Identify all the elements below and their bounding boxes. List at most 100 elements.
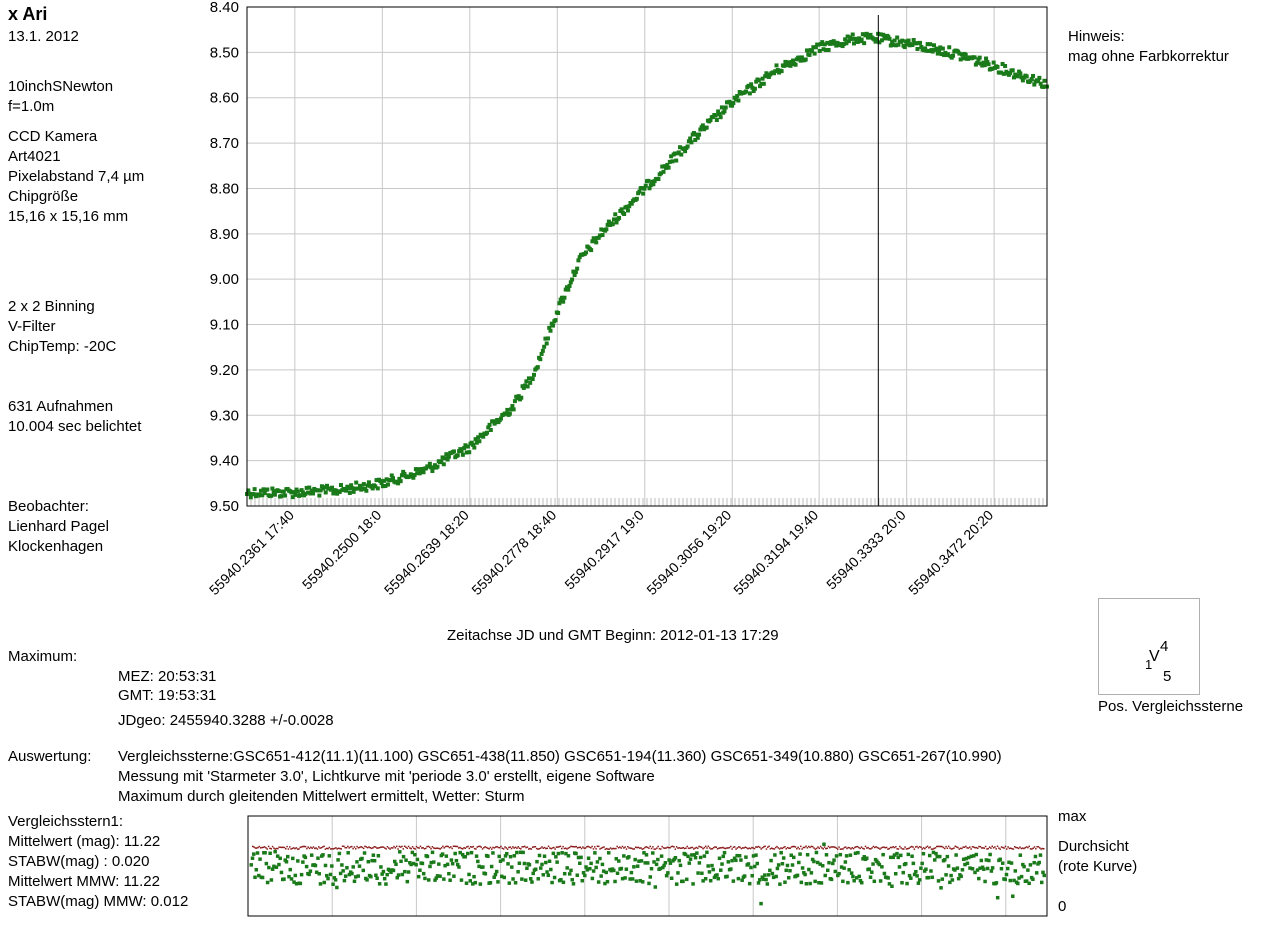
transparency-point	[521, 846, 523, 848]
data-point	[730, 103, 735, 108]
transparency-point	[756, 846, 758, 848]
comparison-point	[938, 854, 942, 859]
transparency-point	[825, 847, 827, 850]
y-tick-label: 9.50	[210, 498, 239, 515]
comparison-point	[400, 872, 405, 877]
data-point	[590, 239, 595, 244]
transparency-point	[726, 847, 728, 849]
data-point	[344, 488, 349, 493]
comparison-point	[867, 867, 872, 871]
comparison-point	[700, 871, 704, 876]
comparison-point	[560, 851, 564, 855]
data-point	[999, 70, 1004, 75]
transparency-point	[922, 847, 925, 849]
comparison-point	[502, 875, 507, 880]
comparison-point	[799, 880, 804, 885]
transparency-point	[978, 845, 980, 848]
transparency-point	[357, 847, 360, 849]
transparency-point	[658, 847, 661, 850]
transparency-point	[930, 848, 933, 850]
transparency-point	[973, 846, 975, 848]
comparison-point	[619, 866, 624, 871]
transparency-point	[254, 847, 257, 849]
evaluation-title: Auswertung:	[8, 748, 92, 765]
transparency-point	[628, 847, 630, 849]
data-point	[528, 380, 533, 385]
comparison-point	[323, 863, 328, 868]
transparency-point	[942, 846, 945, 849]
maximum-mez: MEZ: 20:53:31	[118, 668, 217, 685]
data-point	[811, 45, 816, 50]
transparency-point	[491, 848, 493, 850]
comparison-point	[615, 871, 620, 876]
data-point	[322, 485, 327, 490]
transparency-point	[764, 845, 766, 848]
data-point	[1036, 79, 1041, 84]
transparency-point	[570, 845, 572, 848]
data-point	[289, 490, 294, 495]
comparison-point	[307, 872, 311, 877]
transparency-point	[533, 846, 535, 848]
y-tick-label: 8.70	[210, 135, 239, 152]
data-point	[756, 78, 761, 83]
transparency-point	[899, 845, 901, 848]
comparison-point	[872, 879, 877, 884]
comparison-point	[744, 855, 748, 859]
comparison-point	[994, 881, 999, 885]
transparency-point	[430, 848, 432, 850]
comparison-point	[434, 876, 439, 880]
transparency-point	[641, 848, 644, 850]
comparison-point	[384, 882, 388, 886]
data-point	[350, 486, 355, 491]
comparison-point	[663, 861, 668, 865]
data-point	[269, 493, 274, 498]
comparison-point	[264, 861, 269, 866]
comparison-point	[917, 878, 922, 882]
camera-line-1: CCD Kamera	[8, 128, 98, 145]
data-point	[584, 250, 589, 255]
comparison-point	[598, 856, 602, 861]
transparency-point	[636, 846, 638, 849]
data-point	[718, 115, 723, 120]
transparency-point	[718, 847, 720, 850]
transparency-point	[909, 846, 912, 848]
transparency-point	[522, 846, 525, 848]
comparison-point	[414, 862, 418, 867]
transparency-point	[667, 846, 670, 849]
comparison-point	[527, 863, 532, 867]
comparison-point	[327, 854, 332, 858]
comparison-point	[887, 882, 892, 886]
transparency-point	[987, 847, 990, 850]
data-point	[561, 299, 566, 304]
comparison-point	[661, 865, 665, 870]
comparison-point	[649, 866, 654, 871]
transparency-point	[727, 847, 729, 849]
data-point	[791, 58, 796, 63]
data-point	[509, 407, 514, 412]
data-point	[822, 42, 827, 47]
transparency-point	[484, 846, 486, 848]
comparison-point	[890, 884, 894, 889]
comparison-point	[444, 854, 449, 858]
transparency-point	[323, 845, 325, 848]
data-point	[351, 489, 356, 494]
transparency-point	[983, 847, 986, 849]
transparency-point	[282, 846, 284, 849]
note-title: Hinweis:	[1068, 28, 1125, 45]
transparency-point	[904, 846, 906, 848]
comparison-point	[1031, 877, 1035, 881]
transparency-point	[859, 847, 861, 850]
comparison-point	[518, 850, 523, 855]
transparency-point	[798, 848, 801, 850]
comparison-point	[792, 855, 796, 860]
transparency-point	[697, 847, 699, 849]
data-point	[918, 40, 923, 45]
data-point	[604, 227, 609, 232]
comparison-point	[980, 865, 985, 870]
comparison-point	[749, 865, 753, 870]
transparency-point	[884, 846, 887, 849]
data-point	[995, 64, 1000, 69]
data-point	[379, 480, 384, 485]
data-point	[524, 379, 529, 384]
transparency-point	[349, 846, 352, 848]
